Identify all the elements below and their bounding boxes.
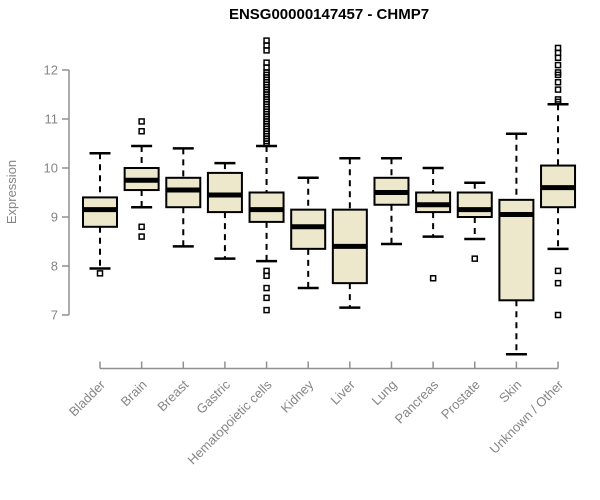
outlier-brain: [138, 118, 145, 125]
outlier-unknown-other: [554, 279, 562, 287]
y-tick-label: 11: [45, 112, 59, 127]
x-tick-label-brain: Brain: [118, 377, 150, 409]
outlier-unknown-other: [554, 267, 562, 275]
outlier-brain: [138, 233, 145, 240]
outlier-unknown-other: [554, 44, 562, 52]
outlier-unknown-other: [554, 311, 562, 319]
x-tick-label-unknown-other: Unknown / Other: [487, 377, 567, 457]
chart-title: ENSG00000147457 - CHMP7: [228, 6, 430, 23]
x-tick-label-prostate: Prostate: [438, 377, 483, 422]
outlier-hematopoietic-cells: [263, 306, 270, 314]
outlier-hematopoietic-cells: [263, 284, 270, 292]
outlier-prostate: [471, 255, 479, 262]
x-tick-label-pancreas: Pancreas: [392, 377, 442, 427]
outlier-unknown-other: [554, 61, 562, 69]
outlier-unknown-other: [554, 86, 562, 93]
outlier-unknown-other: [554, 69, 562, 76]
x-tick-label-bladder: Bladder: [66, 377, 109, 420]
box-prostate: [456, 191, 493, 218]
y-tick-label: 10: [44, 161, 58, 176]
x-tick-label-liver: Liver: [327, 377, 358, 408]
x-tick-label-lung: Lung: [369, 377, 400, 408]
y-tick-label: 8: [51, 259, 58, 274]
y-axis-title: Expression: [4, 160, 19, 224]
outlier-hematopoietic-cells: [263, 294, 270, 302]
outlier-hematopoietic-cells: [263, 37, 270, 44]
outlier-pancreas: [429, 275, 437, 282]
y-tick-label: 12: [44, 63, 58, 78]
outlier-brain: [138, 128, 145, 135]
outlier-hematopoietic-cells: [263, 59, 270, 66]
x-tick-label-gastric: Gastric: [193, 377, 233, 417]
x-tick-label-breast: Breast: [154, 377, 191, 414]
x-tick-label-kidney: Kidney: [278, 377, 317, 416]
y-tick-label: 7: [51, 308, 58, 323]
x-tick-label-skin: Skin: [496, 377, 524, 405]
y-tick-label: 9: [51, 210, 58, 225]
outlier-brain: [138, 223, 145, 231]
outlier-unknown-other: [554, 96, 562, 103]
outlier-bladder: [96, 270, 104, 277]
outlier-unknown-other: [554, 79, 562, 86]
outlier-hematopoietic-cells: [263, 272, 270, 280]
